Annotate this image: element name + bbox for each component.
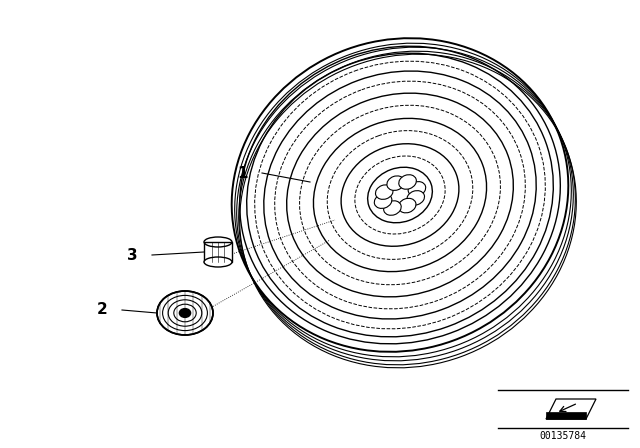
Ellipse shape	[179, 309, 191, 317]
Bar	[204, 242, 232, 262]
Ellipse shape	[376, 185, 393, 199]
Text: 00135784: 00135784	[540, 431, 586, 441]
Ellipse shape	[383, 201, 401, 215]
Ellipse shape	[232, 38, 568, 352]
Ellipse shape	[374, 194, 392, 208]
Text: 3: 3	[127, 247, 138, 263]
Polygon shape	[546, 412, 586, 419]
Text: 1: 1	[237, 165, 248, 181]
Ellipse shape	[399, 175, 417, 189]
Ellipse shape	[407, 191, 424, 205]
Ellipse shape	[408, 181, 426, 196]
Polygon shape	[546, 399, 596, 419]
Ellipse shape	[387, 176, 404, 190]
Ellipse shape	[398, 198, 416, 213]
Ellipse shape	[204, 257, 232, 267]
Ellipse shape	[157, 291, 213, 335]
Text: 2: 2	[97, 302, 108, 318]
